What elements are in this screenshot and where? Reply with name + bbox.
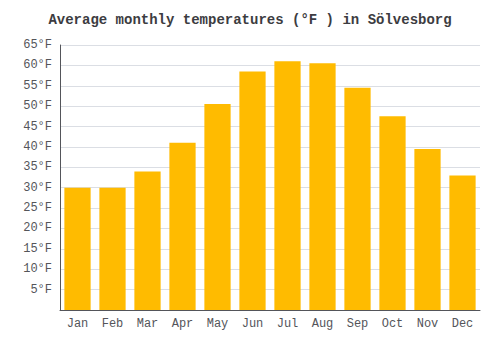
svg-text:10°F: 10°F [23,262,52,276]
svg-text:Sep: Sep [347,317,369,331]
svg-text:20°F: 20°F [23,221,52,235]
svg-text:Nov: Nov [417,317,439,331]
svg-text:60°F: 60°F [23,58,52,72]
svg-text:Jul: Jul [277,317,299,331]
svg-text:5°F: 5°F [30,283,52,297]
svg-text:35°F: 35°F [23,160,52,174]
svg-text:40°F: 40°F [23,140,52,154]
svg-text:15°F: 15°F [23,242,52,256]
svg-text:Dec: Dec [452,317,474,331]
svg-text:Oct: Oct [382,317,404,331]
svg-text:Jun: Jun [242,317,264,331]
svg-text:55°F: 55°F [23,79,52,93]
svg-text:Feb: Feb [102,317,124,331]
svg-text:Mar: Mar [137,317,159,331]
svg-text:Average monthly temperatures (: Average monthly temperatures (°F ) in Sö… [48,12,451,28]
svg-text:50°F: 50°F [23,99,52,113]
svg-text:Jan: Jan [67,317,89,331]
svg-text:30°F: 30°F [23,181,52,195]
svg-text:25°F: 25°F [23,201,52,215]
svg-text:65°F: 65°F [23,38,52,52]
svg-text:May: May [207,317,229,331]
svg-text:Aug: Aug [312,317,334,331]
svg-text:Apr: Apr [172,317,194,331]
svg-text:45°F: 45°F [23,120,52,134]
